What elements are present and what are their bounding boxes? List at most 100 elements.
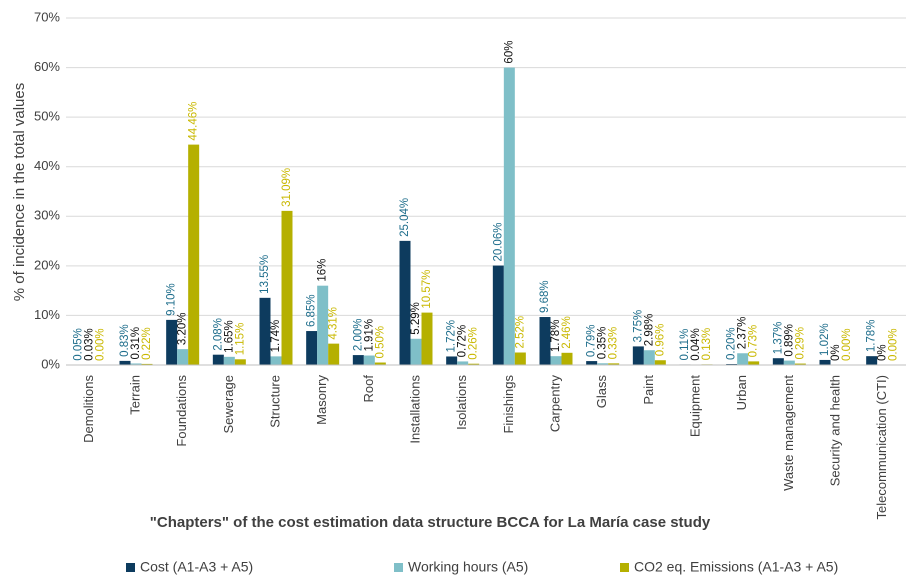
value-label: 0.31%: [130, 327, 142, 360]
value-label: 0.22%: [141, 327, 153, 360]
legend-swatch: [620, 563, 629, 572]
x-tick-label: Waste management: [781, 375, 796, 491]
bar: [819, 359, 831, 365]
bar: [608, 363, 620, 365]
value-label: 0%: [830, 344, 842, 361]
value-label: 44.46%: [188, 102, 200, 141]
value-label: 1.78%: [866, 320, 878, 353]
value-label: 0.89%: [783, 324, 795, 357]
value-label: 0.03%: [83, 328, 95, 361]
bar: [561, 352, 573, 365]
bar: [410, 338, 422, 365]
y-tick-label: 30%: [34, 208, 60, 223]
bar: [794, 363, 806, 365]
bar: [259, 297, 271, 365]
bar: [597, 363, 609, 365]
bar: [492, 265, 504, 365]
value-label: 0.50%: [374, 326, 386, 359]
bar: [166, 319, 178, 365]
value-label: 0.96%: [654, 324, 666, 357]
bar: [772, 358, 784, 365]
bar: [457, 361, 469, 365]
bar: [783, 360, 795, 365]
value-label: 0.29%: [794, 327, 806, 360]
x-tick-label: Paint: [641, 375, 656, 405]
x-tick-label: Sewerage: [221, 375, 236, 434]
value-label: 2.08%: [212, 318, 224, 351]
value-label: 1.37%: [772, 322, 784, 355]
bar: [212, 354, 224, 365]
value-label: 6.85%: [306, 294, 318, 327]
value-label: 10.57%: [421, 270, 433, 309]
y-tick-label: 50%: [34, 109, 60, 124]
x-tick-label: Finishings: [501, 375, 516, 434]
y-tick-label: 70%: [34, 9, 60, 24]
legend-swatch: [126, 563, 135, 572]
x-tick-label: Roof: [361, 375, 376, 403]
value-label: 0.04%: [690, 328, 702, 361]
bar: [270, 356, 282, 365]
x-tick-label: Urban: [734, 375, 749, 410]
x-tick-label: Isolations: [454, 375, 469, 430]
value-label: 2.52%: [514, 316, 526, 349]
bar: [586, 361, 598, 365]
bar: [177, 349, 189, 365]
y-tick-label: 40%: [34, 158, 60, 173]
value-label: 2.37%: [737, 317, 749, 350]
bar: [317, 285, 329, 365]
value-label: 2.98%: [643, 314, 655, 347]
x-tick-label: Masonry: [314, 375, 329, 425]
x-tick-label: Structure: [267, 375, 282, 428]
bar: [550, 356, 562, 365]
value-label: 13.55%: [259, 255, 271, 294]
bar: [234, 359, 246, 365]
x-tick-label: Terrain: [127, 375, 142, 415]
value-label: 5.29%: [410, 302, 422, 335]
value-label: 0.20%: [726, 327, 738, 360]
bar: [119, 360, 131, 365]
value-label: 0.73%: [748, 325, 760, 358]
legend-label: CO2 eq. Emissions (A1-A3 + A5): [634, 559, 838, 575]
value-label: 9.68%: [539, 280, 551, 313]
value-label: 1.74%: [270, 320, 282, 353]
bar: [632, 346, 644, 365]
bar: [281, 210, 293, 365]
x-tick-label: Glass: [594, 375, 609, 409]
value-label: 9.10%: [166, 283, 178, 316]
legend-label: Cost (A1-A3 + A5): [140, 559, 253, 575]
bar: [141, 363, 153, 365]
value-label: 16%: [317, 259, 329, 282]
bar: [188, 144, 200, 365]
value-label: 0.26%: [468, 327, 480, 360]
value-label: 2.00%: [352, 318, 364, 351]
legend-swatch: [394, 563, 403, 572]
bar: [514, 352, 526, 365]
value-label: 60%: [503, 41, 515, 64]
value-label: 20.06%: [492, 223, 504, 262]
value-label: 31.09%: [281, 168, 293, 207]
x-tick-label: Installations: [407, 375, 422, 444]
value-label: 1.72%: [446, 320, 458, 353]
bar: [446, 356, 458, 365]
bar: [539, 317, 551, 365]
bar: [352, 355, 364, 365]
value-label: 0.11%: [679, 329, 691, 361]
y-tick-label: 60%: [34, 59, 60, 74]
value-label: 0.35%: [597, 327, 609, 360]
value-label: 0.33%: [608, 327, 620, 360]
x-tick-label: Carpentry: [547, 375, 562, 433]
value-label: 3.75%: [632, 310, 644, 343]
bar: [866, 356, 878, 365]
bar: [223, 356, 235, 365]
bar: [748, 361, 760, 365]
value-label: 0.00%: [888, 328, 900, 361]
value-label: 25.04%: [399, 198, 411, 237]
value-label: 4.31%: [328, 307, 340, 340]
bar: [643, 350, 655, 365]
value-label: 1.91%: [363, 319, 375, 352]
x-tick-label: Security and health: [827, 375, 842, 486]
bar: [503, 67, 515, 366]
bar: [399, 240, 411, 365]
bar: [328, 343, 340, 365]
value-label: 0.00%: [94, 328, 106, 361]
